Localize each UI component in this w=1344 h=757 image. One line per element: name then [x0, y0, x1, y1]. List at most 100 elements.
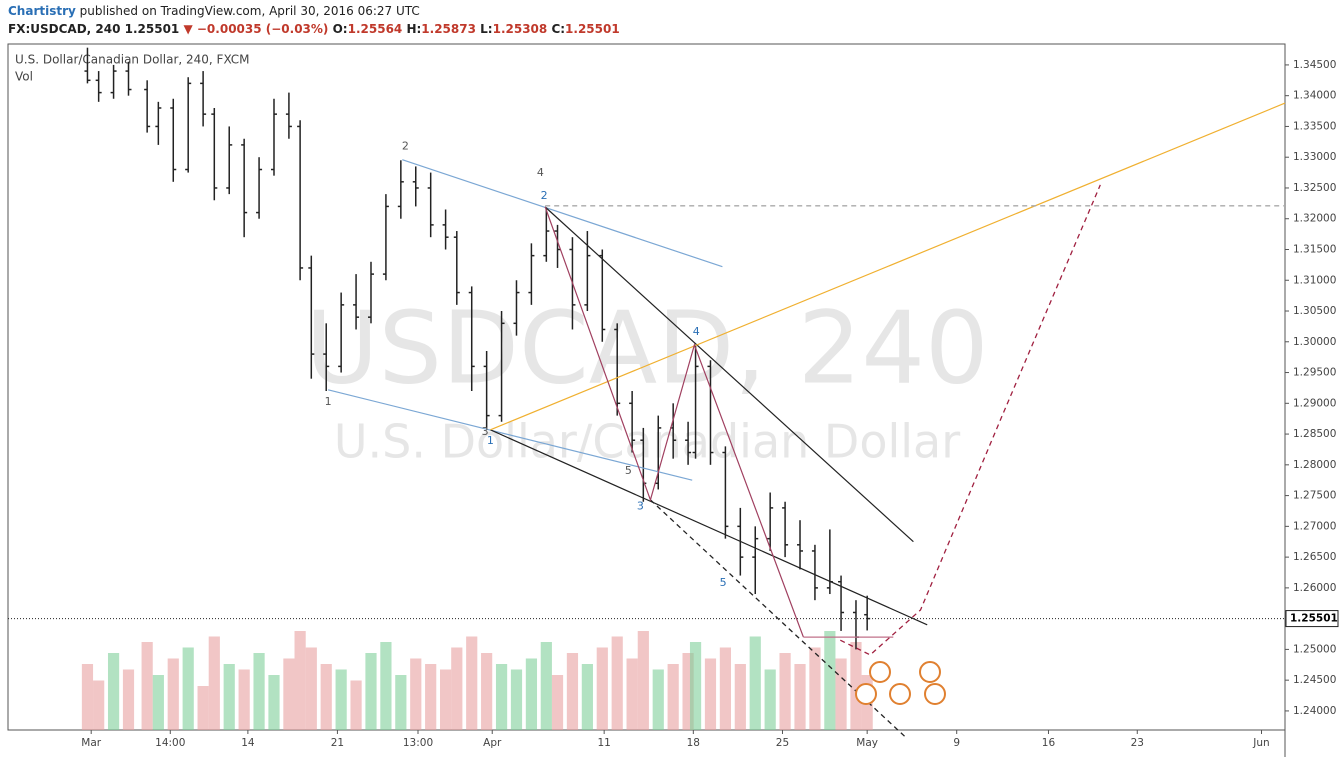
y-tick-label: 1.24000: [1293, 705, 1336, 717]
close: 1.25501: [565, 22, 620, 36]
y-tick-label: 1.26000: [1293, 582, 1336, 594]
x-tick-label: 25: [776, 737, 789, 749]
x-tick-label: Apr: [483, 737, 502, 749]
volume-bar: [350, 680, 362, 730]
volume-bar: [410, 658, 422, 730]
volume-bar: [719, 647, 731, 730]
watermark-subtitle: U.S. Dollar/Canadian Dollar: [334, 415, 960, 469]
x-tick-label: Jun: [1252, 737, 1269, 749]
volume-bar: [283, 658, 295, 730]
volume-bar: [335, 669, 347, 730]
x-tick-label: Mar: [81, 737, 101, 749]
volume-bar: [294, 631, 306, 730]
y-tick-label: 1.33500: [1293, 120, 1336, 132]
published: published on TradingView.com, April 30, …: [79, 4, 420, 18]
y-tick-label: 1.24500: [1293, 674, 1336, 686]
last-price-box: [1285, 610, 1339, 628]
y-tick-label: 1.27000: [1293, 520, 1336, 532]
volume-bar: [734, 664, 746, 730]
wave-label: 4: [693, 325, 700, 338]
volume-bar: [682, 653, 694, 730]
volume-bar: [253, 653, 265, 730]
author[interactable]: Chartistry: [8, 4, 76, 18]
volume-bar: [182, 647, 194, 730]
volume-bar: [667, 664, 679, 730]
drawing-upper-wedge: [544, 206, 914, 543]
y-tick-label: 1.33000: [1293, 151, 1336, 163]
o-label: O:: [332, 22, 348, 36]
drawing-lower-wedge: [490, 429, 928, 626]
volume-bar: [380, 642, 392, 730]
low: 1.25308: [492, 22, 548, 36]
volume-bar: [611, 636, 623, 730]
x-tick-label: 21: [331, 737, 344, 749]
drawing-projection: [840, 184, 1101, 656]
volume-bar: [208, 636, 220, 730]
event-icon[interactable]: [869, 661, 891, 683]
y-tick-label: 1.34000: [1293, 90, 1336, 102]
volume-bar: [425, 664, 437, 730]
legend-volume: Vol: [15, 70, 33, 84]
x-tick-label: 16: [1042, 737, 1056, 749]
y-tick-label: 1.30000: [1293, 336, 1336, 348]
volume-bar: [167, 658, 179, 730]
volume-bar: [495, 664, 508, 730]
watermark: USDCAD, 240: [305, 289, 988, 406]
volume-bar: [626, 658, 638, 730]
volume-bar: [566, 653, 579, 730]
legend-title: U.S. Dollar/Canadian Dollar, 240, FXCM: [15, 53, 250, 67]
open: 1.25564: [347, 22, 403, 36]
wave-label: 1: [487, 434, 494, 447]
event-icon[interactable]: [924, 683, 946, 705]
y-tick-label: 1.27500: [1293, 490, 1336, 502]
volume-bar: [305, 647, 317, 730]
volume-bar: [197, 686, 209, 730]
y-tick-label: 1.26500: [1293, 551, 1336, 563]
volume-bar: [268, 675, 280, 730]
event-icon[interactable]: [919, 661, 941, 683]
volume-bar: [451, 647, 463, 730]
drawing-support-line: [490, 102, 1286, 431]
wave-label: 5: [720, 576, 727, 589]
high: 1.25873: [421, 22, 476, 36]
volume-bar: [525, 658, 538, 730]
volume-bar: [704, 658, 717, 730]
event-icons[interactable]: [855, 661, 946, 705]
y-tick-label: 1.28000: [1293, 459, 1336, 471]
x-tick-label: 14:00: [155, 737, 185, 749]
x-tick-label: 18: [687, 737, 700, 749]
drawing-lower-channel-a: [327, 389, 693, 481]
last-price-label: 1.25501: [1290, 613, 1338, 625]
volume-bar: [223, 664, 235, 730]
wave-label: 3: [637, 500, 644, 513]
symbol: FX:USDCAD, 240: [8, 22, 121, 36]
y-tick-label: 1.32000: [1293, 213, 1336, 225]
drawing-wave-zigzag: [544, 206, 804, 638]
volume-bar: [764, 669, 776, 730]
volume-bar: [510, 669, 523, 730]
volume-bar: [637, 631, 649, 730]
volume-bar: [81, 664, 94, 730]
y-tick-label: 1.29500: [1293, 367, 1336, 379]
event-icon[interactable]: [889, 683, 911, 705]
wave-label: 2: [402, 140, 409, 153]
x-tick-label: 11: [597, 737, 610, 749]
header: Chartistry published on TradingView.com,…: [0, 0, 1344, 42]
volume-bar: [395, 675, 407, 730]
volume-bar: [824, 631, 836, 730]
volume-bar: [835, 658, 847, 730]
y-tick-label: 1.31500: [1293, 243, 1336, 255]
volume-bar: [689, 642, 702, 730]
y-tick-label: 1.31000: [1293, 274, 1336, 286]
drawing-upper-channel-a: [402, 159, 723, 268]
x-tick-label: 14: [241, 737, 255, 749]
wave-label: 2: [541, 189, 548, 202]
y-tick-label: 1.30500: [1293, 305, 1336, 317]
volume-bar: [596, 647, 608, 730]
volume-bar: [551, 675, 564, 730]
event-icon[interactable]: [855, 683, 877, 705]
y-tick-label: 1.28500: [1293, 428, 1336, 440]
volume-bar: [581, 664, 593, 730]
volume-bar: [652, 669, 664, 730]
